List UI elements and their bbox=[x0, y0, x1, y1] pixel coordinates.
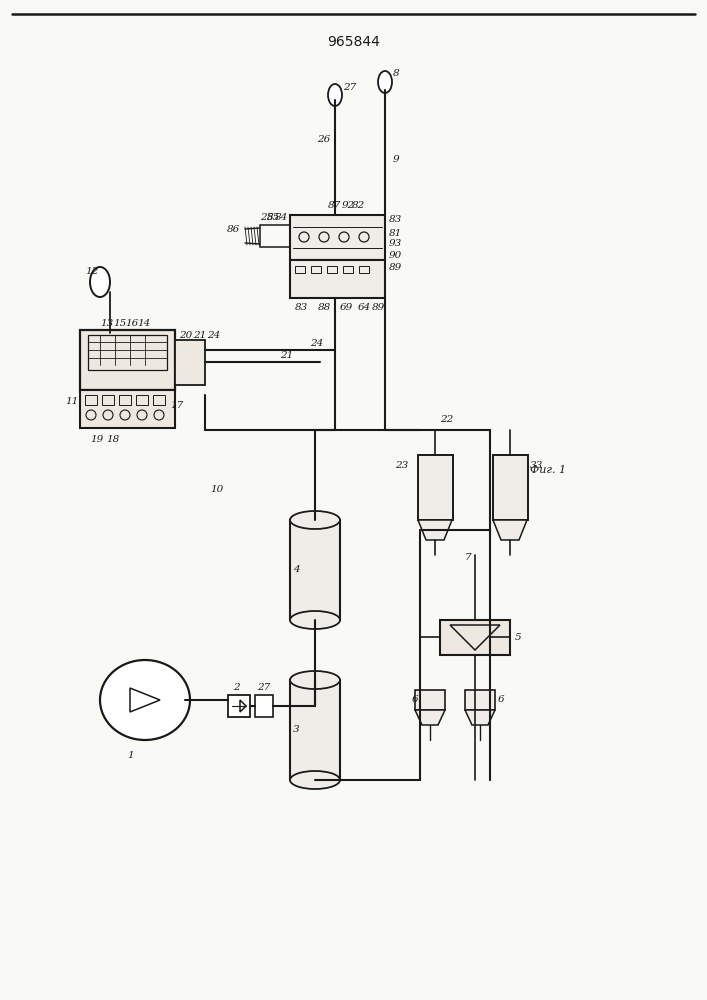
Bar bbox=[119, 395, 131, 405]
Text: 8: 8 bbox=[393, 70, 399, 79]
Text: 2: 2 bbox=[233, 682, 240, 692]
Bar bbox=[255, 695, 273, 717]
Bar bbox=[102, 395, 114, 405]
Text: 82: 82 bbox=[352, 202, 366, 211]
Text: 23: 23 bbox=[395, 460, 408, 470]
Bar bbox=[80, 330, 175, 390]
Bar bbox=[290, 260, 385, 298]
Bar bbox=[80, 390, 175, 428]
Bar bbox=[88, 335, 167, 370]
Text: 81: 81 bbox=[389, 229, 402, 237]
Bar bbox=[260, 225, 290, 247]
Text: 93: 93 bbox=[389, 239, 402, 248]
Polygon shape bbox=[418, 520, 452, 540]
Text: 83: 83 bbox=[295, 304, 308, 312]
Text: 15: 15 bbox=[113, 318, 127, 328]
Text: 6: 6 bbox=[412, 696, 419, 704]
Text: 12: 12 bbox=[85, 267, 98, 276]
Text: 90: 90 bbox=[389, 250, 402, 259]
Ellipse shape bbox=[100, 660, 190, 740]
Polygon shape bbox=[130, 688, 160, 712]
Text: 16: 16 bbox=[125, 318, 139, 328]
Text: 14: 14 bbox=[137, 318, 151, 328]
Polygon shape bbox=[493, 520, 527, 540]
Text: 5: 5 bbox=[515, 633, 522, 642]
Polygon shape bbox=[465, 710, 495, 725]
Ellipse shape bbox=[328, 84, 342, 106]
Text: 85: 85 bbox=[267, 214, 280, 223]
Text: 24: 24 bbox=[310, 338, 323, 348]
Bar bbox=[418, 455, 453, 520]
Text: 965844: 965844 bbox=[327, 35, 380, 49]
Polygon shape bbox=[450, 625, 500, 650]
Text: 92: 92 bbox=[342, 202, 355, 211]
Text: 20: 20 bbox=[179, 330, 192, 340]
Text: 25: 25 bbox=[260, 214, 273, 223]
Bar bbox=[440, 620, 510, 655]
Bar bbox=[290, 520, 340, 620]
Ellipse shape bbox=[378, 71, 392, 93]
Ellipse shape bbox=[290, 671, 340, 689]
Text: 11: 11 bbox=[65, 397, 78, 406]
Text: 4: 4 bbox=[293, 566, 300, 574]
Text: 33: 33 bbox=[530, 460, 543, 470]
Bar bbox=[295, 266, 305, 273]
Text: 26: 26 bbox=[317, 135, 330, 144]
Text: 3: 3 bbox=[293, 726, 300, 734]
Text: 21: 21 bbox=[280, 351, 293, 360]
Bar bbox=[359, 266, 369, 273]
Text: 27: 27 bbox=[257, 682, 270, 692]
Bar bbox=[228, 695, 250, 717]
Bar bbox=[493, 455, 528, 520]
Text: 22: 22 bbox=[440, 416, 453, 424]
Text: 1: 1 bbox=[127, 750, 134, 760]
Text: Фиг. 1: Фиг. 1 bbox=[530, 465, 566, 475]
Ellipse shape bbox=[290, 611, 340, 629]
Text: 64: 64 bbox=[358, 304, 371, 312]
Text: 83: 83 bbox=[389, 216, 402, 225]
Bar bbox=[465, 690, 495, 710]
Bar bbox=[343, 266, 353, 273]
Text: 21: 21 bbox=[193, 330, 206, 340]
Bar bbox=[175, 340, 205, 385]
Text: 17: 17 bbox=[170, 400, 183, 410]
Bar bbox=[290, 215, 385, 260]
Ellipse shape bbox=[90, 267, 110, 297]
Text: 69: 69 bbox=[340, 304, 354, 312]
Text: 88: 88 bbox=[318, 304, 332, 312]
Text: 19: 19 bbox=[90, 436, 103, 444]
Bar bbox=[415, 690, 445, 710]
Text: 10: 10 bbox=[210, 486, 223, 494]
Text: 89: 89 bbox=[389, 262, 402, 271]
Ellipse shape bbox=[290, 511, 340, 529]
Text: 18: 18 bbox=[106, 436, 119, 444]
Bar bbox=[327, 266, 337, 273]
Text: 86: 86 bbox=[227, 226, 240, 234]
Text: 87: 87 bbox=[328, 202, 341, 211]
Bar bbox=[153, 395, 165, 405]
Text: 9: 9 bbox=[393, 155, 399, 164]
Text: 89: 89 bbox=[372, 304, 385, 312]
Bar bbox=[136, 395, 148, 405]
Text: 7: 7 bbox=[465, 554, 472, 562]
Text: 84: 84 bbox=[275, 214, 288, 223]
Text: 13: 13 bbox=[100, 318, 113, 328]
Text: 27: 27 bbox=[343, 84, 356, 93]
Text: 24: 24 bbox=[207, 330, 221, 340]
Polygon shape bbox=[415, 710, 445, 725]
Bar bbox=[311, 266, 321, 273]
Bar bbox=[85, 395, 97, 405]
Text: 6: 6 bbox=[498, 696, 505, 704]
Bar bbox=[290, 680, 340, 780]
Ellipse shape bbox=[290, 771, 340, 789]
